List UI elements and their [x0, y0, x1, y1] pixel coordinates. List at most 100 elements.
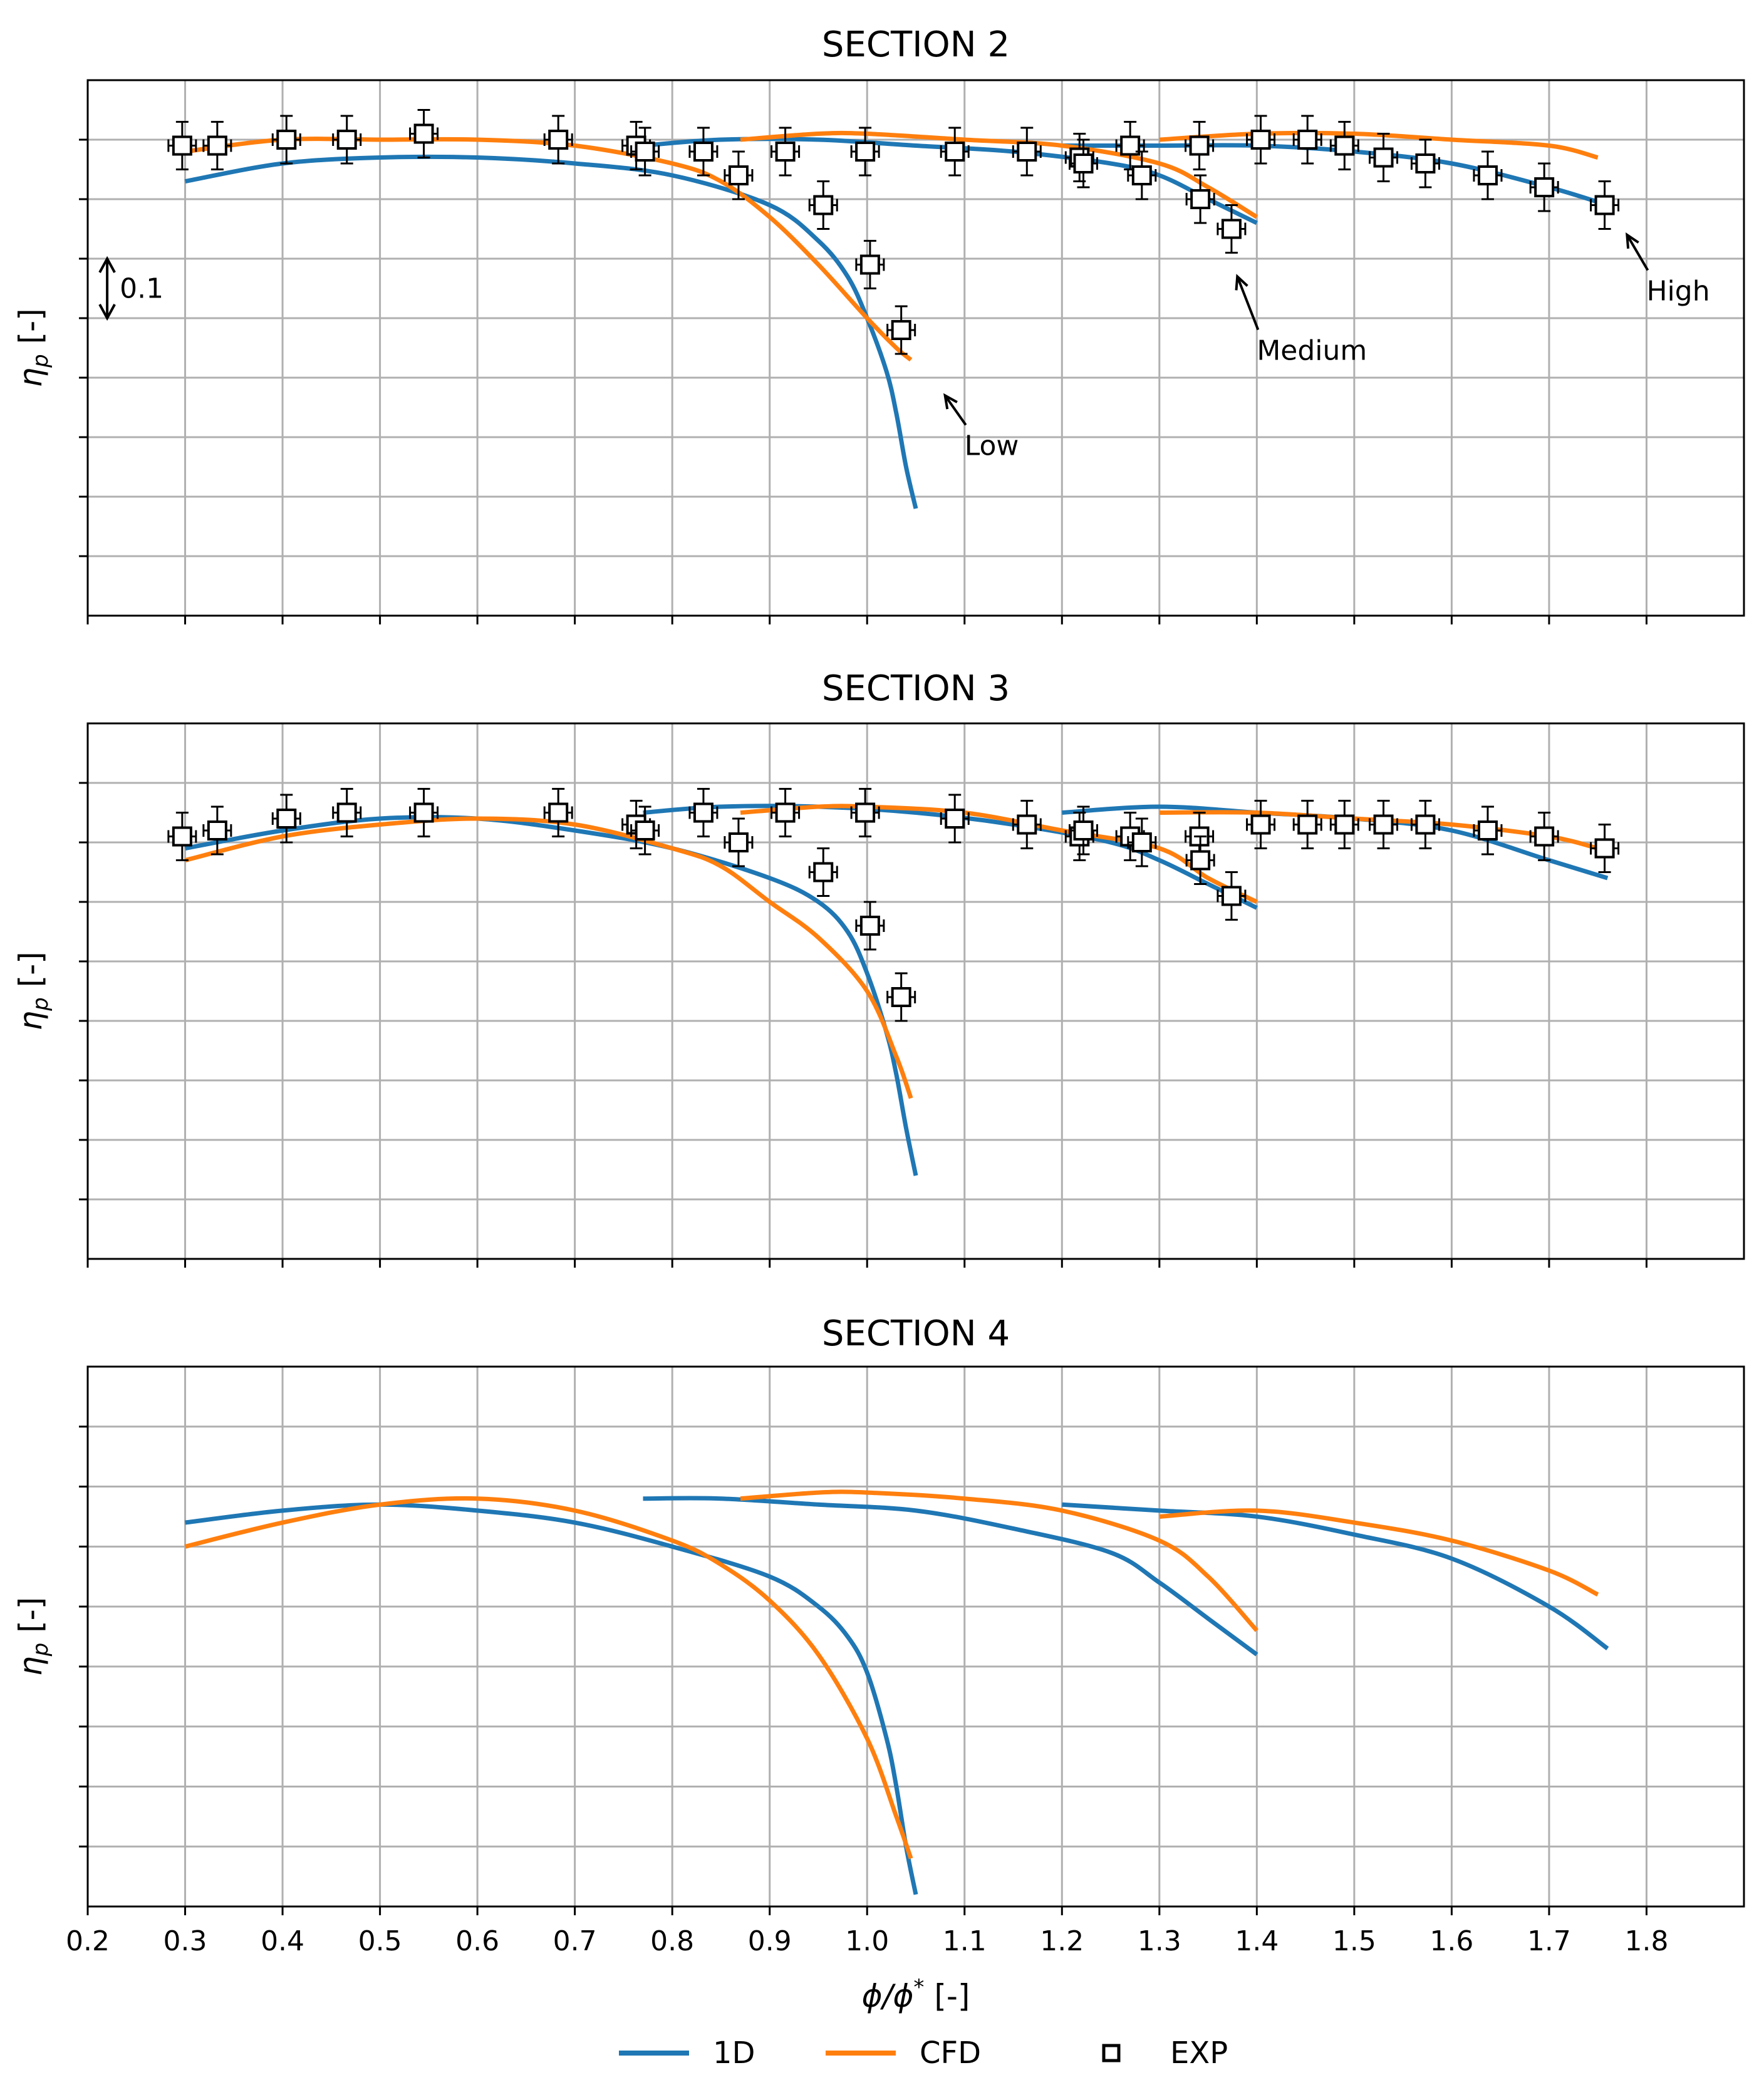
panel-section-4: SECTION 4 ηp [-] 0.2 0.3 0.4 0.5 0.6 0.7 0.8 0.9 1… [13, 1313, 1745, 2014]
exp-point [1246, 115, 1276, 165]
exp-marker [336, 802, 357, 823]
exp-marker [855, 802, 876, 823]
exp-point [688, 127, 719, 177]
exp-point [808, 847, 838, 897]
annotation-arrow [1626, 234, 1649, 271]
exp-point [1529, 812, 1559, 861]
exp-point [940, 127, 970, 177]
exp-marker [693, 142, 713, 162]
series [167, 788, 1620, 1176]
exp-point [202, 805, 232, 856]
exp-marker [945, 809, 965, 829]
x-tick-label: 0.2 [66, 1925, 110, 1957]
annotation-arrow [944, 395, 967, 426]
exp-marker [548, 130, 569, 150]
line-1d-low [185, 1502, 918, 1895]
exp-marker [775, 802, 796, 823]
exp-marker [1415, 814, 1436, 835]
ticks [79, 782, 1647, 1268]
arrow-head [1626, 232, 1639, 249]
exp-marker [813, 862, 834, 882]
exp-point [1127, 817, 1157, 867]
exp-point [167, 121, 197, 170]
x-tick-label: 1.0 [845, 1925, 889, 1957]
exp-point [724, 817, 754, 867]
legend-label: 1D [713, 2036, 755, 2071]
annotation-high: High [1646, 276, 1710, 308]
exp-point [1473, 805, 1503, 856]
exp-point [770, 788, 801, 837]
x-tick-label: 0.8 [650, 1925, 694, 1957]
exp-point [630, 805, 660, 856]
x-tick-label: 0.4 [261, 1925, 304, 1957]
panel-title: SECTION 3 [822, 668, 1010, 709]
exp-point [543, 788, 573, 837]
legend-item-1d: 1D [619, 2036, 755, 2071]
exp-point [688, 788, 719, 837]
scale-bar: 0.1 [98, 256, 163, 321]
exp-marker [1334, 135, 1355, 156]
exp-point [1473, 150, 1503, 200]
exp-point [1329, 800, 1359, 849]
exp-marker [1221, 219, 1242, 239]
exp-point [1185, 174, 1215, 224]
legend-item-exp: EXP [1102, 2036, 1228, 2071]
x-tick-label: 1.1 [943, 1925, 987, 1957]
exp-marker [207, 820, 227, 841]
exp-point [1410, 138, 1440, 189]
exp-marker [1415, 153, 1436, 173]
grid [88, 1367, 1744, 1907]
arrow-head [943, 393, 958, 410]
exp-marker [635, 820, 655, 841]
x-tick-label: 1.3 [1138, 1925, 1181, 1957]
exp-marker [1250, 814, 1271, 835]
x-tick-label: 1.5 [1332, 1925, 1376, 1957]
exp-marker [855, 142, 876, 162]
exp-point [1185, 121, 1215, 170]
grid [88, 80, 1744, 616]
plot-frame [86, 1365, 1745, 1908]
exp-marker [1534, 177, 1555, 197]
arrow-head [98, 256, 116, 273]
exp-marker [1373, 814, 1394, 835]
exp-point [886, 972, 916, 1022]
legend-item-cfd: CFD [826, 2036, 981, 2071]
x-tick-labels: 0.2 0.3 0.4 0.5 0.6 0.7 0.8 0.9 1.0 1.1 1.2 1.3 1.4 1… [66, 1925, 1668, 1957]
x-axis-label: ϕ/ϕ* [-] [862, 1975, 970, 2014]
x-tick-label: 1.6 [1429, 1925, 1473, 1957]
exp-point [1115, 121, 1145, 170]
line-cfd-low [184, 1496, 913, 1860]
exp-marker [1221, 886, 1242, 906]
y-axis-label: ηp [-] [13, 308, 53, 387]
line-cfd-medium [740, 804, 1258, 904]
arrow-head [98, 304, 116, 321]
panel-section-3: SECTION 3 ηp [-] [13, 668, 1745, 1268]
exp-marker [1334, 814, 1355, 835]
exp-marker [859, 916, 880, 936]
x-tick-label: 0.7 [553, 1925, 597, 1957]
legend-label: CFD [920, 2036, 981, 2071]
exp-point [850, 788, 880, 837]
exp-marker [413, 123, 434, 144]
exp-marker [276, 809, 297, 829]
exp-marker [813, 195, 834, 215]
exp-point [630, 127, 660, 177]
exp-point [409, 788, 439, 837]
exp-marker [1131, 165, 1152, 185]
exp-marker [1297, 130, 1318, 150]
exp-marker [1250, 130, 1271, 150]
exp-marker [1131, 832, 1152, 852]
panel-title: SECTION 4 [822, 1313, 1010, 1354]
series [167, 109, 1620, 509]
exp-marker [1297, 814, 1318, 835]
exp-point [1127, 150, 1157, 200]
line-cfd-medium [740, 130, 1258, 219]
line-1d-medium [643, 804, 1258, 910]
exp-marker [1190, 189, 1211, 209]
legend-marker [1102, 2044, 1121, 2062]
x-tick-label: 0.9 [748, 1925, 792, 1957]
exp-point [808, 180, 838, 230]
panel-section-2: SECTION 2 ηp [-] Low Medium High 0.1 [13, 24, 1745, 624]
x-tick-label: 0.6 [455, 1925, 499, 1957]
exp-marker [172, 826, 192, 847]
